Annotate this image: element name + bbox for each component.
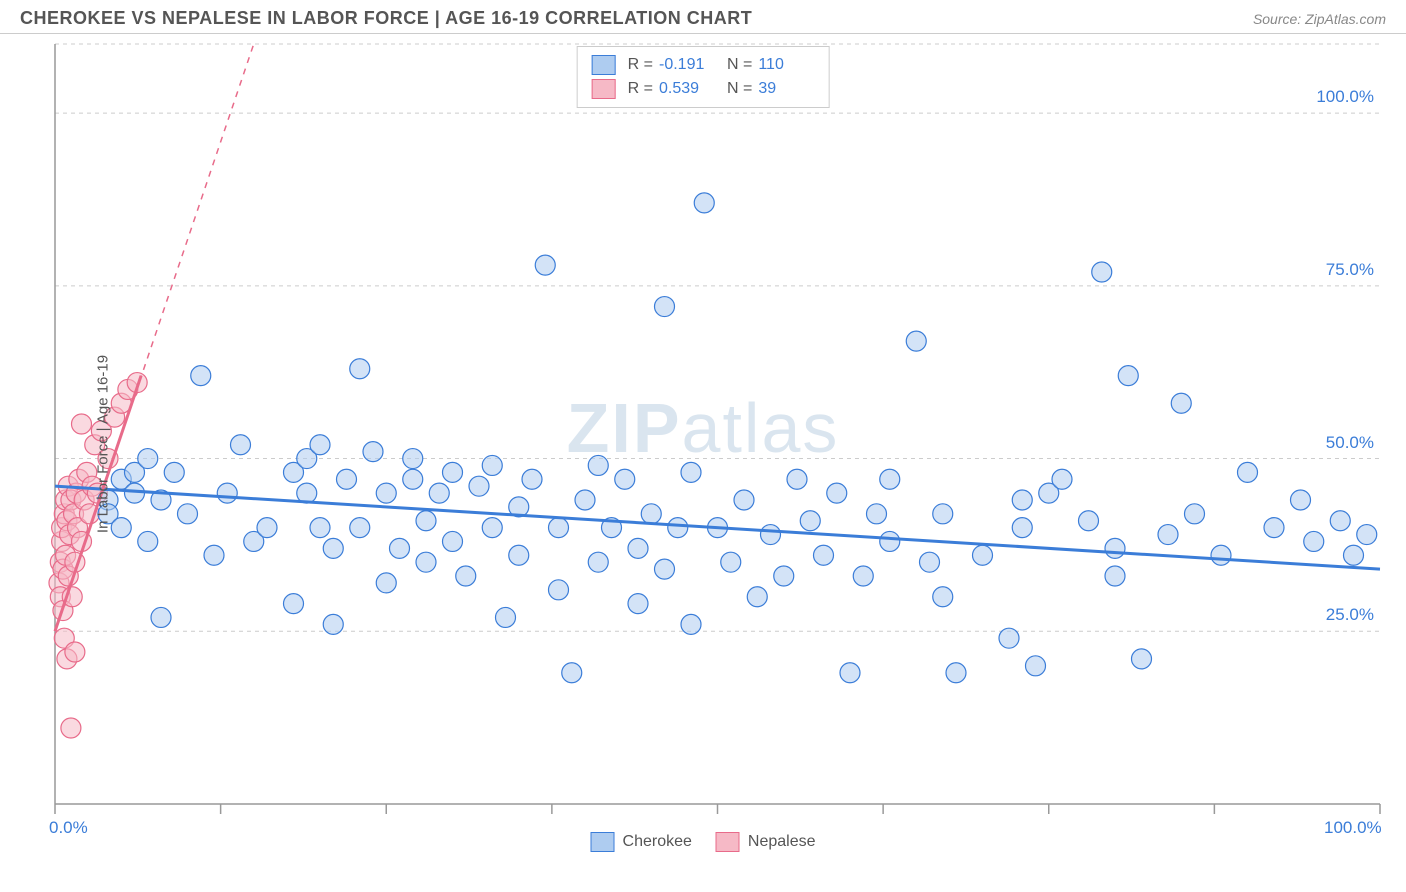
n-label: N = bbox=[727, 80, 752, 98]
n-value-cherokee: 110 bbox=[758, 56, 814, 74]
r-label: R = bbox=[628, 56, 653, 74]
stats-legend-row-cherokee: R = -0.191 N = 110 bbox=[592, 53, 815, 77]
y-tick-label: 50.0% bbox=[1326, 433, 1374, 453]
swatch-cherokee bbox=[591, 832, 615, 852]
y-axis-label: In Labor Force | Age 16-19 bbox=[95, 355, 112, 533]
y-tick-label: 75.0% bbox=[1326, 260, 1374, 280]
chart-title: CHEROKEE VS NEPALESE IN LABOR FORCE | AG… bbox=[20, 8, 752, 29]
y-tick-label: 100.0% bbox=[1316, 87, 1374, 107]
swatch-nepalese bbox=[592, 79, 616, 99]
legend-label-cherokee: Cherokee bbox=[623, 833, 692, 851]
chart-source: Source: ZipAtlas.com bbox=[1253, 11, 1386, 27]
r-value-cherokee: -0.191 bbox=[659, 56, 715, 74]
stats-legend: R = -0.191 N = 110 R = 0.539 N = 39 bbox=[577, 46, 830, 108]
n-value-nepalese: 39 bbox=[758, 80, 814, 98]
r-label: R = bbox=[628, 80, 653, 98]
x-tick-label: 0.0% bbox=[49, 818, 88, 838]
swatch-nepalese bbox=[716, 832, 740, 852]
chart-container: In Labor Force | Age 16-19 ZIPatlas R = … bbox=[0, 34, 1406, 854]
scatter-chart bbox=[0, 34, 1406, 854]
swatch-cherokee bbox=[592, 55, 616, 75]
x-tick-label: 100.0% bbox=[1324, 818, 1382, 838]
y-tick-label: 25.0% bbox=[1326, 605, 1374, 625]
chart-header: CHEROKEE VS NEPALESE IN LABOR FORCE | AG… bbox=[0, 0, 1406, 34]
r-value-nepalese: 0.539 bbox=[659, 80, 715, 98]
legend-label-nepalese: Nepalese bbox=[748, 833, 816, 851]
legend-item-nepalese: Nepalese bbox=[716, 832, 816, 852]
legend-item-cherokee: Cherokee bbox=[591, 832, 692, 852]
series-legend: Cherokee Nepalese bbox=[591, 832, 816, 852]
n-label: N = bbox=[727, 56, 752, 74]
stats-legend-row-nepalese: R = 0.539 N = 39 bbox=[592, 77, 815, 101]
